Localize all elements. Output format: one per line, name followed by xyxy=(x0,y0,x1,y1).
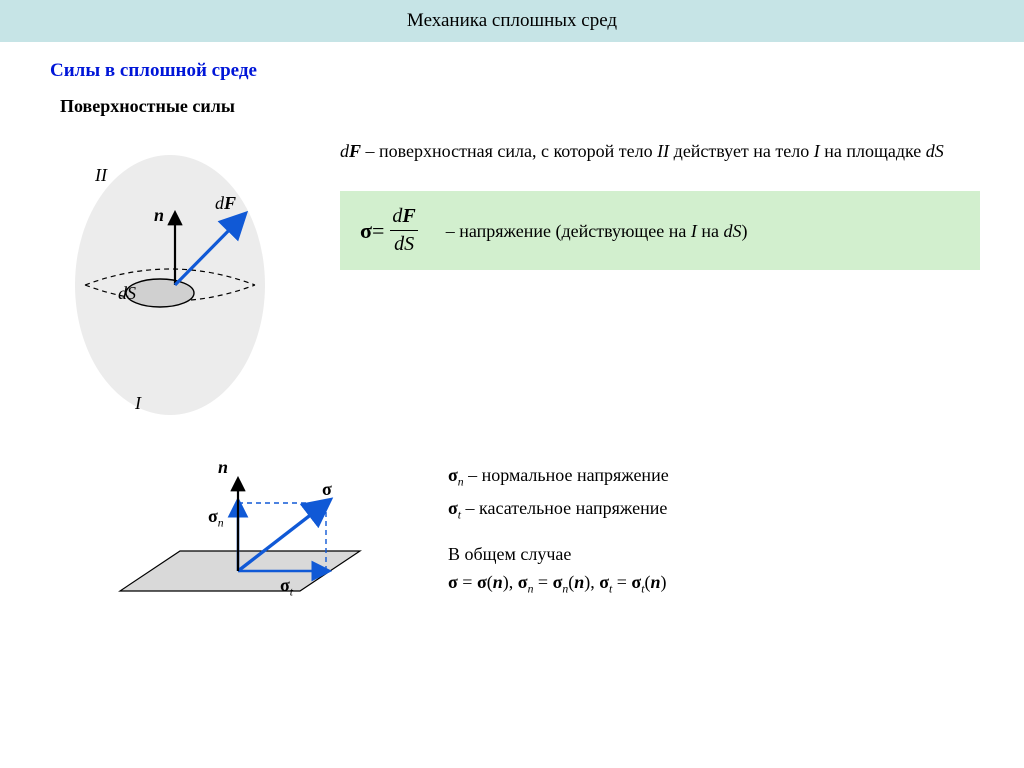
stress-description: – напряжение (действующее на I на dS) xyxy=(446,219,748,243)
slide-header: Механика сплошных сред xyxy=(0,0,1024,42)
label2-sigma-n: σn xyxy=(208,506,224,530)
dF-definition: dF – поверхностная сила, с которой тело … xyxy=(340,139,980,163)
label-dF: dF xyxy=(215,193,236,214)
stress-equation: σ = dF dS xyxy=(360,203,424,258)
sigma-t-definition: σt – касательное напряжение xyxy=(448,496,968,523)
subsection-title: Поверхностные силы xyxy=(60,96,1024,117)
stress-formula-band: σ = dF dS – напряжение (действующее на I… xyxy=(340,191,980,270)
general-case-lead: В общем случае xyxy=(448,542,968,566)
general-case-eq: σ = σ(n), σn = σn(n), σt = σt(n) xyxy=(448,570,968,597)
sigma-n-definition: σn – нормальное напряжение xyxy=(448,463,968,490)
label2-n: n xyxy=(218,457,228,478)
slide-title: Механика сплошных сред xyxy=(407,10,617,31)
label2-sigma: σ xyxy=(322,479,332,500)
plane-diagram-svg xyxy=(90,451,390,641)
label-n: n xyxy=(154,205,164,226)
label2-sigma-t: σt xyxy=(280,575,293,599)
ellipse-diagram: II I n dF dS xyxy=(40,135,300,425)
label-II: II xyxy=(95,165,107,186)
plane-diagram: n σ σn σt xyxy=(90,451,390,641)
section-title: Силы в сплошной среде xyxy=(50,60,1024,82)
ellipse-diagram-svg xyxy=(40,135,300,425)
label-dS: dS xyxy=(118,283,136,304)
label-I: I xyxy=(135,393,141,414)
